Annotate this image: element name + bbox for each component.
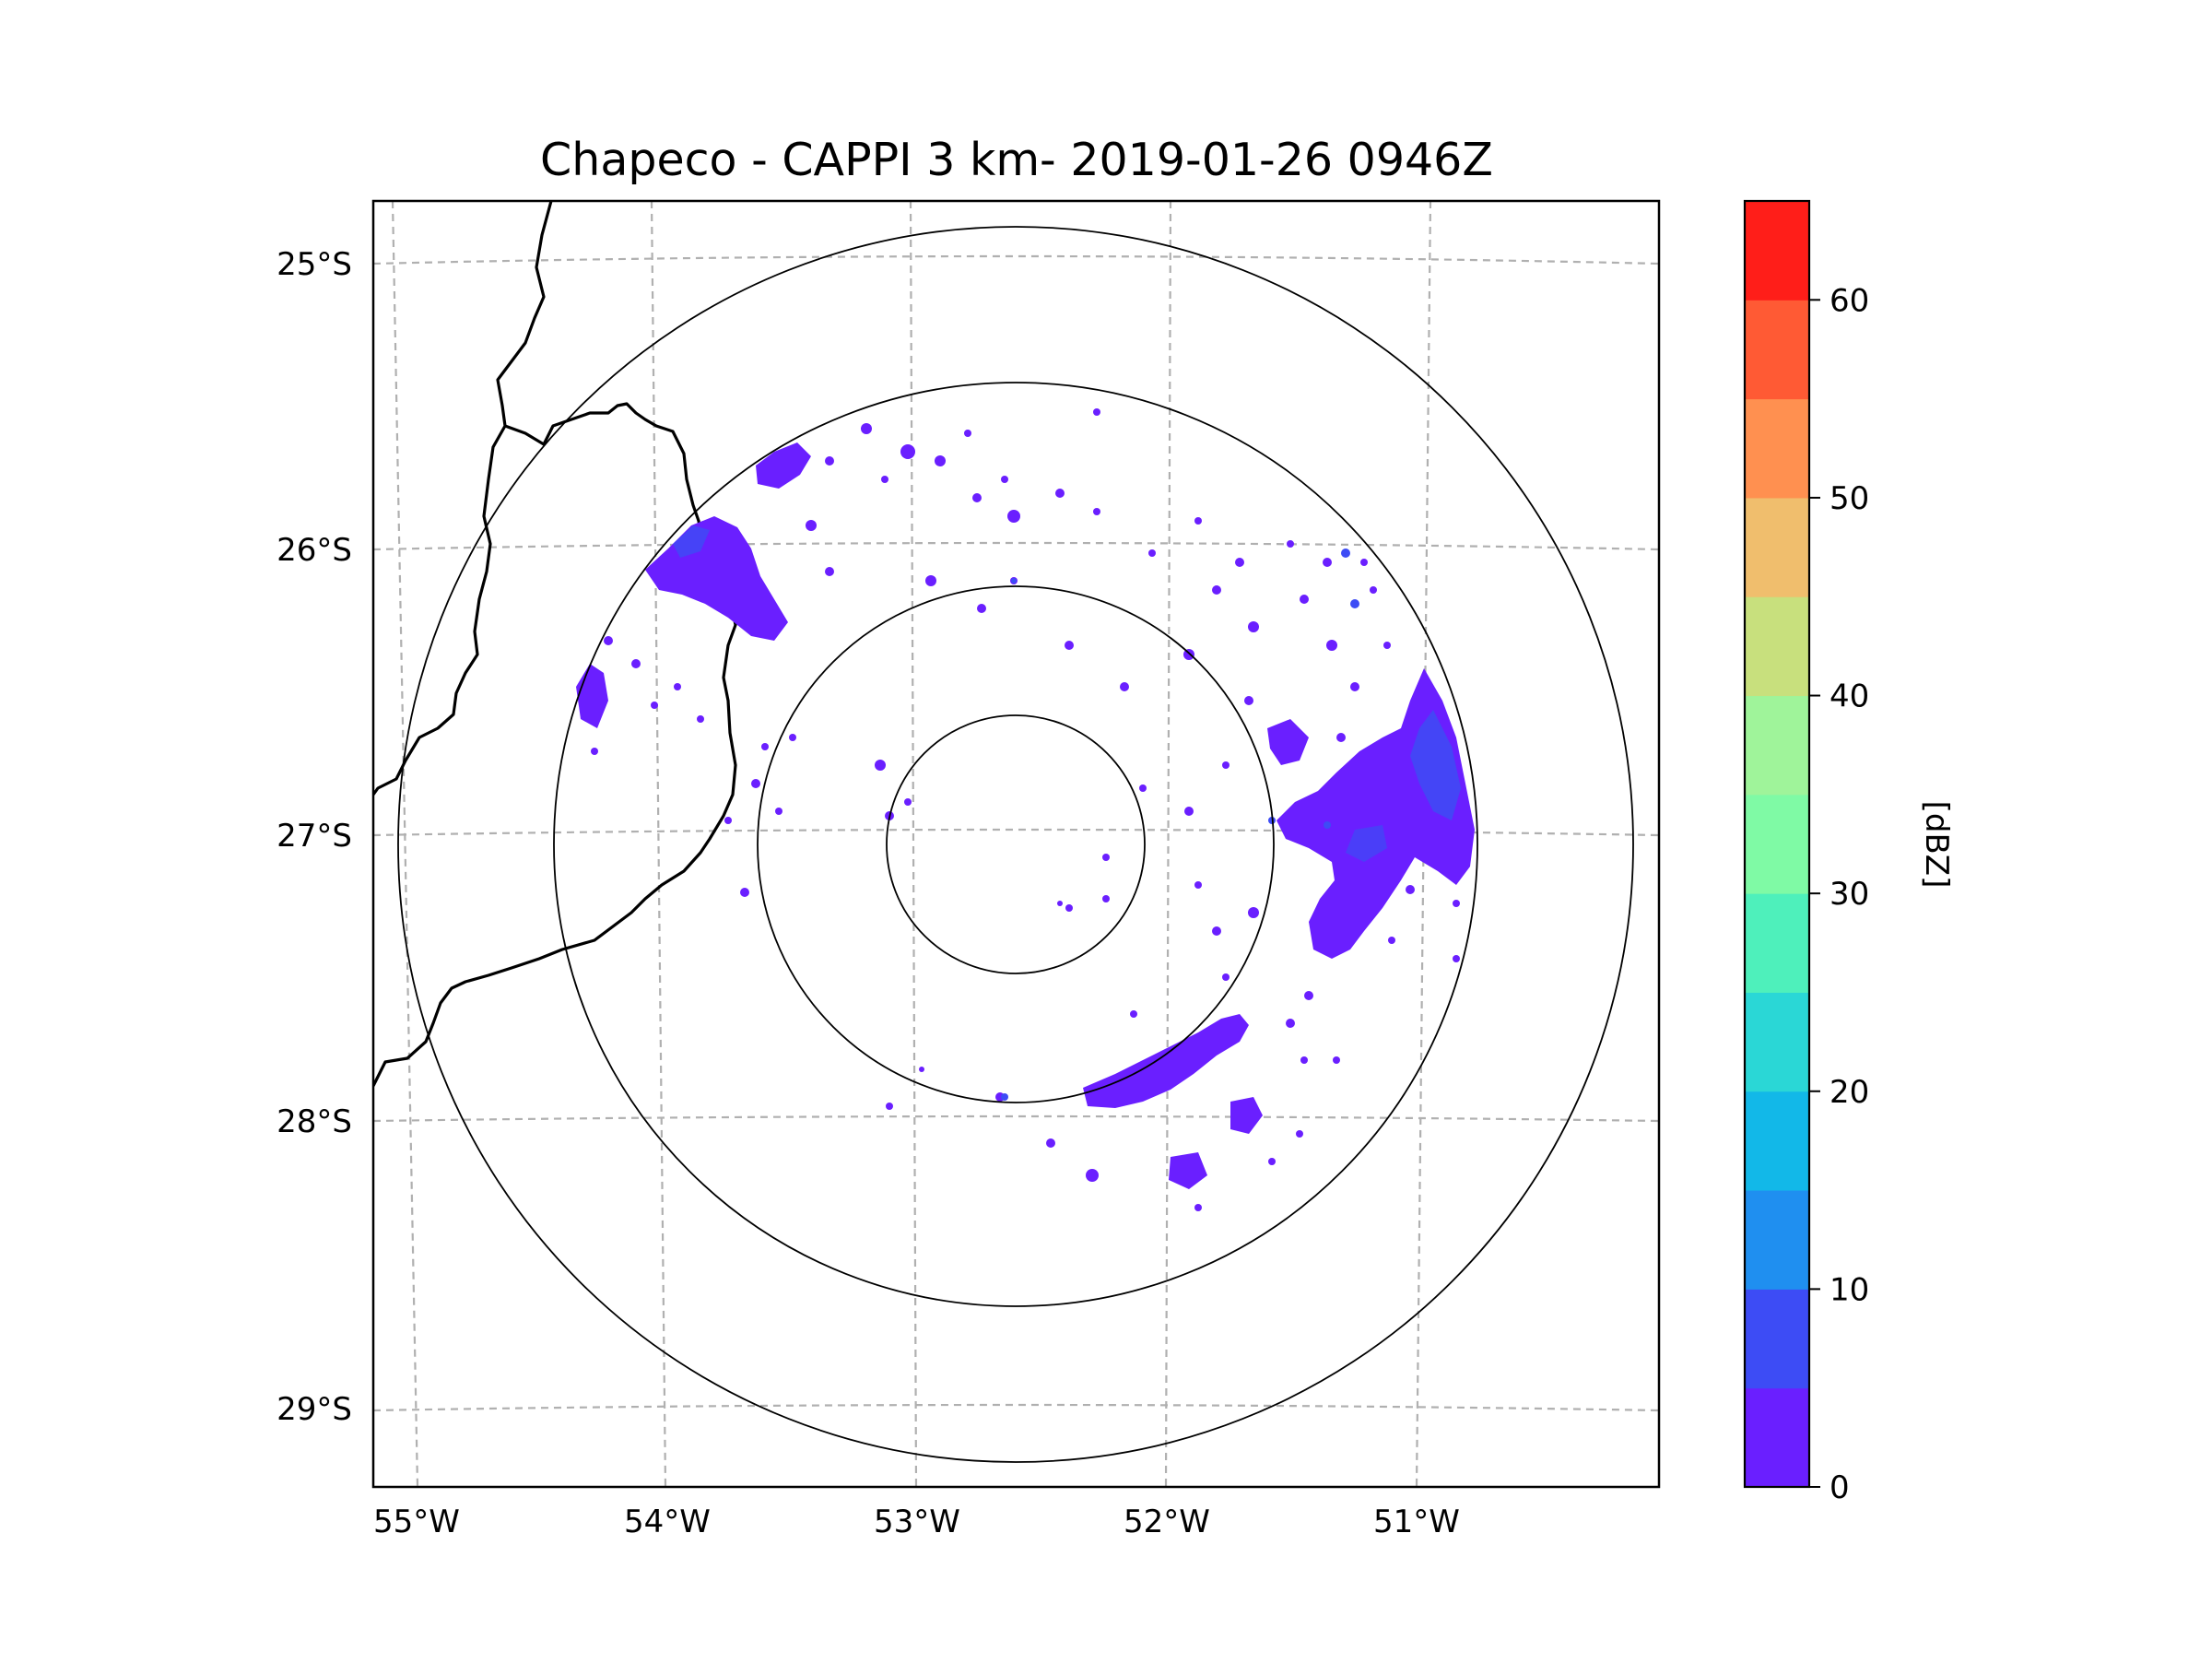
meridian-54w	[650, 201, 667, 1487]
colorbar-ticks: 0 10 20 30 40 50 60	[1809, 282, 1869, 1506]
echo-band-southeast-2	[1169, 1152, 1207, 1189]
colorbar-segment	[1745, 1289, 1809, 1389]
colorbar-segment	[1745, 201, 1809, 301]
echo-cluster-east-north	[1267, 719, 1309, 765]
range-ring-1	[886, 714, 1146, 974]
meridian-51w	[1415, 201, 1432, 1487]
meridian-55w	[391, 201, 419, 1487]
meridians-gridlines	[391, 201, 1432, 1487]
colorbar-tick-label: 60	[1830, 282, 1869, 319]
colorbar-tick-label: 30	[1830, 876, 1869, 913]
colorbar-tick-label: 10	[1830, 1271, 1869, 1308]
colorbar-segment	[1745, 1387, 1809, 1488]
echo-cluster-east-core-2	[1346, 825, 1387, 862]
echo-stronger-cells	[1001, 548, 1359, 1101]
range-rings	[397, 226, 1634, 1463]
lat-label-28s: 28°S	[276, 1103, 352, 1140]
figure-title: Chapeco - CAPPI 3 km- 2019-01-26 0946Z	[540, 134, 1493, 186]
colorbar: 0 10 20 30 40 50 60 [dBZ]	[1743, 199, 1955, 1506]
lon-label-51w: 51°W	[1373, 1504, 1460, 1540]
political-borders	[373, 201, 737, 1087]
radar-echoes	[576, 408, 1475, 1211]
colorbar-segment	[1745, 893, 1809, 993]
map-panel	[371, 199, 1661, 1489]
colorbar-segment	[1745, 300, 1809, 400]
lon-label-55w: 55°W	[373, 1504, 460, 1540]
colorbar-label: [dBZ]	[1918, 801, 1955, 889]
range-ring-4	[397, 226, 1634, 1463]
colorbar-tick-label: 0	[1830, 1469, 1850, 1506]
colorbar-tick-label: 40	[1830, 678, 1869, 715]
colorbar-segment	[1745, 1190, 1809, 1290]
colorbar-segment	[1745, 1091, 1809, 1191]
meridian-53w	[909, 201, 918, 1487]
lon-label-54w: 54°W	[624, 1504, 711, 1540]
echo-band-southeast-tail	[1230, 1097, 1263, 1134]
echo-cluster-east-core	[1410, 710, 1461, 820]
map-frame	[371, 199, 1661, 1489]
range-ring-3	[553, 382, 1478, 1307]
lat-label-26s: 26°S	[276, 532, 352, 569]
colorbar-tick-label: 50	[1830, 480, 1869, 517]
colorbar-tick-label: 20	[1830, 1074, 1869, 1111]
meridian-52w	[1164, 201, 1172, 1487]
colorbar-segments	[1745, 201, 1809, 1488]
lon-label-53w: 53°W	[874, 1504, 960, 1540]
range-ring-2	[757, 585, 1275, 1103]
colorbar-segment	[1745, 497, 1809, 597]
echo-cluster-north	[756, 442, 811, 489]
colorbar-segment	[1745, 596, 1809, 697]
lat-label-27s: 27°S	[276, 818, 352, 855]
colorbar-segment	[1745, 398, 1809, 499]
colorbar-segment	[1745, 695, 1809, 796]
longitude-labels: 55°W 54°W 53°W 52°W 51°W	[373, 1504, 1460, 1540]
echo-cluster-northwest-core	[673, 525, 710, 558]
lat-label-29s: 29°S	[276, 1391, 352, 1428]
colorbar-segment	[1745, 992, 1809, 1092]
border-line-2	[373, 402, 737, 1087]
colorbar-segment	[1745, 794, 1809, 894]
latitude-labels: 25°S 26°S 27°S 28°S 29°S	[276, 246, 352, 1428]
echo-band-southeast	[1083, 1014, 1249, 1108]
border-line-1	[373, 201, 553, 796]
colorbar-frame	[1743, 199, 1811, 1489]
echo-scattered-cells	[591, 408, 1460, 1211]
lat-label-25s: 25°S	[276, 246, 352, 283]
lon-label-52w: 52°W	[1124, 1504, 1210, 1540]
